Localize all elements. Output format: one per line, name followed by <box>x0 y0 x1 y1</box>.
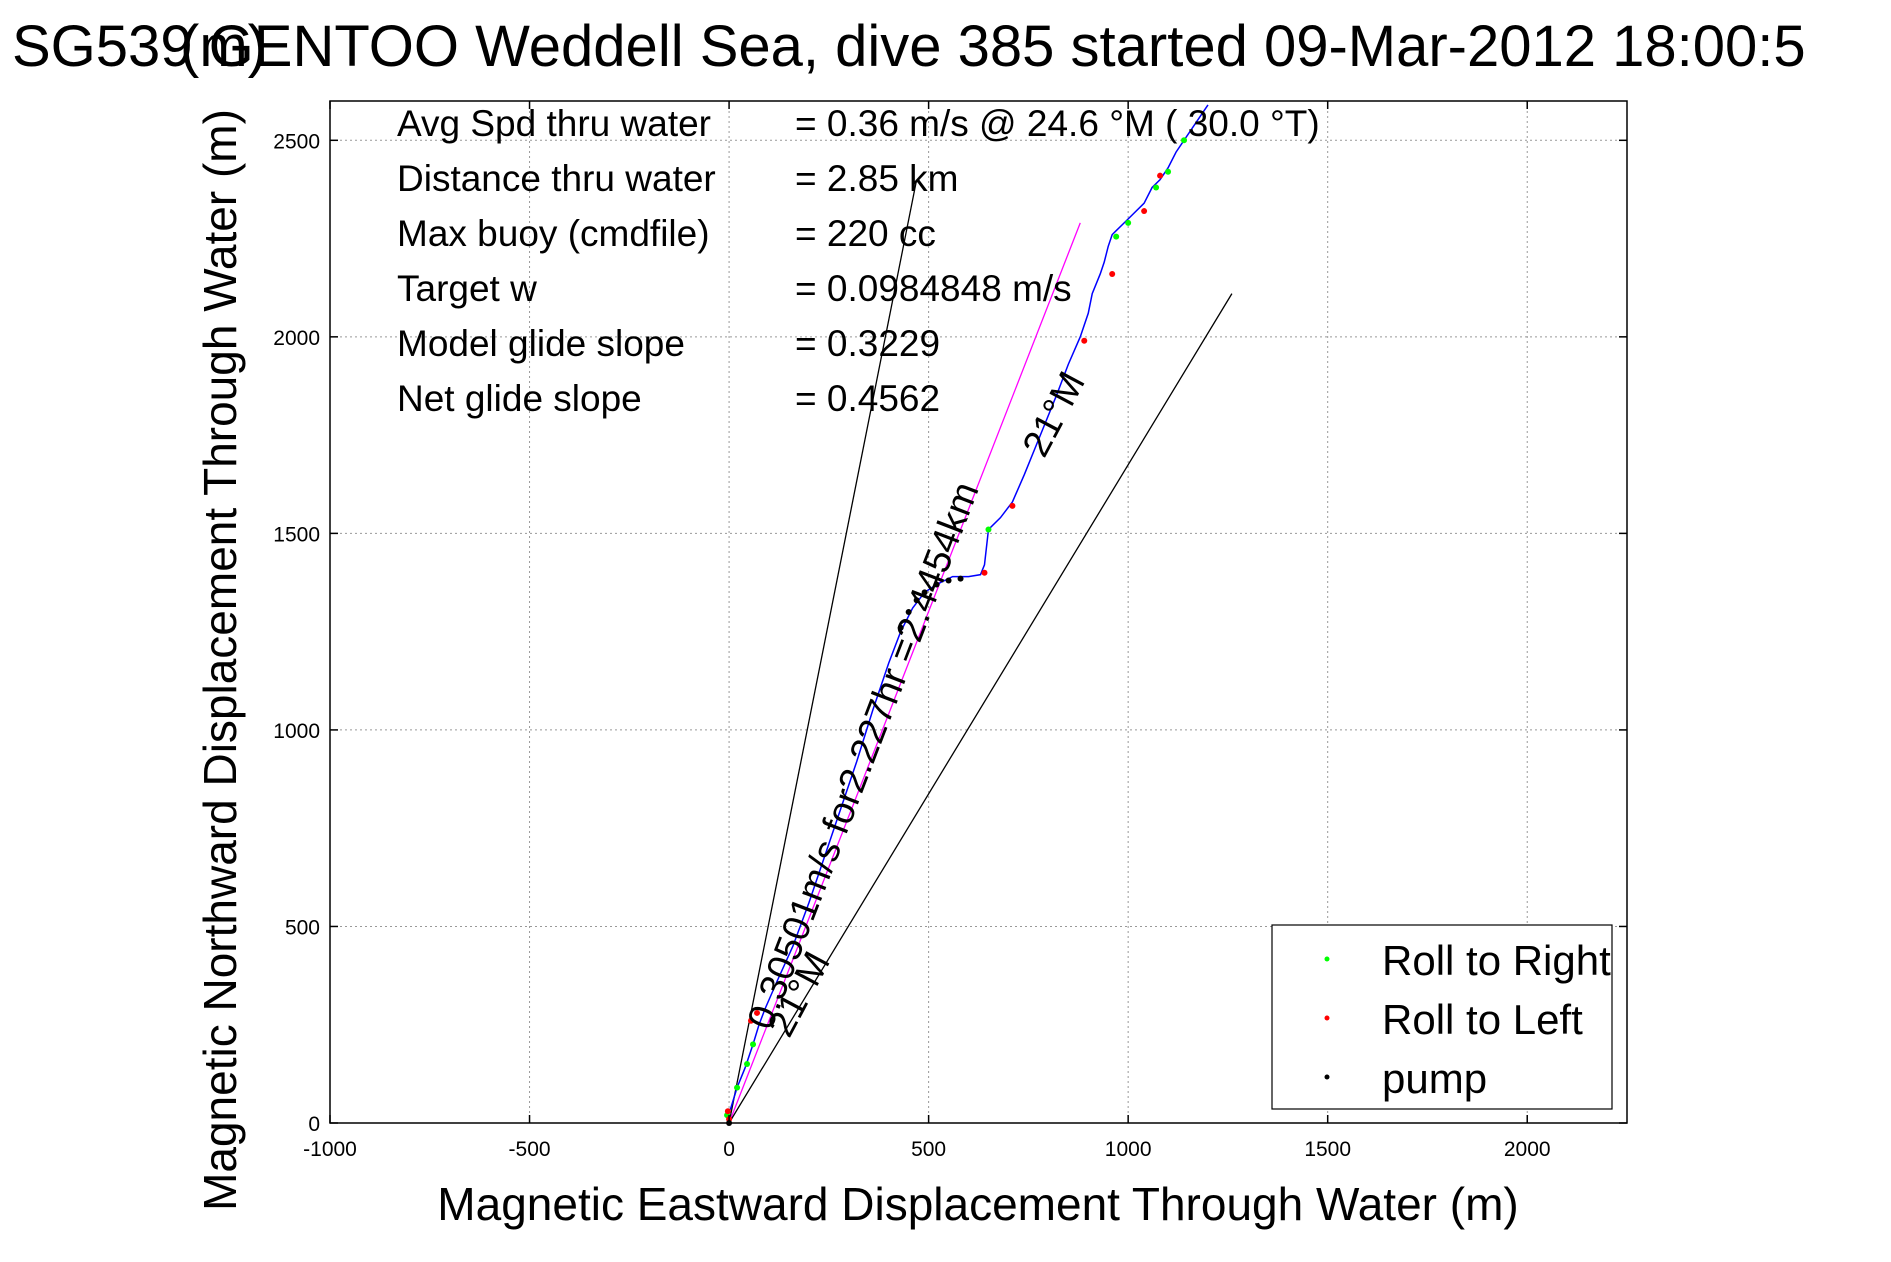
stat-label: Max buoy (cmdfile) <box>397 213 710 254</box>
point-pump <box>921 589 928 596</box>
point-pump <box>913 597 920 604</box>
point-roll-to-left <box>1009 502 1016 509</box>
y-tick-label: 1500 <box>273 523 320 546</box>
x-tick-label: 500 <box>911 1138 946 1161</box>
x-tick-label: -500 <box>509 1138 551 1161</box>
stat-value: = 0.4562 <box>795 378 940 419</box>
point-pump <box>897 624 904 631</box>
point-roll-to-right <box>1153 184 1160 191</box>
stat-label: Distance thru water <box>397 158 716 199</box>
x-tick-label: 2000 <box>1504 1138 1551 1161</box>
reference-line-cone-right <box>728 293 1233 1124</box>
plot-frame <box>329 100 1628 1124</box>
stat-label: Net glide slope <box>397 378 642 419</box>
y-tick-label: 2500 <box>273 130 320 153</box>
point-roll-to-right <box>1125 219 1132 226</box>
point-roll-to-right <box>1181 137 1188 144</box>
track-line <box>726 104 1209 1124</box>
stat-value: = 0.0984848 m/s <box>795 268 1072 309</box>
data-points <box>724 137 1188 1126</box>
point-roll-to-right <box>744 1061 751 1068</box>
stat-label: Target w <box>397 268 537 309</box>
y-axis-label: Magnetic Northward Displacement Through … <box>194 109 246 1211</box>
legend: Roll to Right Roll to Left pump <box>1271 924 1613 1110</box>
reference-lines <box>728 179 1233 1124</box>
y-tick-label: 0 <box>308 1113 320 1136</box>
point-pump <box>945 577 952 584</box>
point-roll-to-right <box>985 526 992 533</box>
point-roll-to-right <box>1165 168 1172 175</box>
x-tick-label: 1500 <box>1304 1138 1351 1161</box>
point-roll-to-left <box>1141 208 1148 215</box>
stat-value: = 0.3229 <box>795 323 940 364</box>
y-tick-label: 2000 <box>273 327 320 350</box>
x-axis-label: Magnetic Eastward Displacement Through W… <box>437 1178 1518 1230</box>
point-pump <box>905 609 912 615</box>
x-tick-label: 0 <box>723 1138 735 1161</box>
point-roll-to-left <box>981 569 988 576</box>
reference-line-course <box>728 222 1081 1124</box>
stat-label: Model glide slope <box>397 323 685 364</box>
x-tick-label: -1000 <box>303 1138 357 1161</box>
x-tick-label: 1000 <box>1105 1138 1152 1161</box>
y-tick-label: 1000 <box>273 720 320 743</box>
axis-ticks: -1000 -500 0 500 1000 1500 2000 0 500 1000 1500 200… <box>273 101 1627 1161</box>
point-roll-to-right <box>1113 233 1120 240</box>
reference-line-cone-left <box>728 179 918 1124</box>
point-roll-to-left <box>1157 172 1164 179</box>
point-roll-to-right <box>734 1084 741 1091</box>
y-tick-label: 500 <box>285 916 320 939</box>
stat-label: Avg Spd thru water <box>397 103 711 144</box>
legend-label: Roll to Right <box>1382 937 1611 984</box>
point-pump <box>933 581 940 588</box>
legend-marker <box>1324 1074 1330 1080</box>
stat-value: = 2.85 km <box>795 158 959 199</box>
legend-label: pump <box>1382 1055 1487 1102</box>
point-pump <box>957 575 964 582</box>
chart-title: SG539 GENTOO Weddell Sea, dive 385 start… <box>12 14 1806 79</box>
title-overlap-units: (m) <box>180 14 267 79</box>
stat-value: = 0.36 m/s @ 24.6 °M ( 30.0 °T) <box>795 103 1320 144</box>
point-roll-to-left <box>724 1108 731 1115</box>
legend-label: Roll to Left <box>1382 996 1583 1043</box>
point-roll-to-right <box>750 1041 757 1048</box>
stat-value: = 220 cc <box>795 213 936 254</box>
point-roll-to-left <box>754 1009 761 1016</box>
point-roll-to-left <box>1081 337 1088 344</box>
point-roll-to-left <box>748 1017 755 1024</box>
point-roll-to-left <box>1109 270 1116 277</box>
legend-marker <box>1324 1015 1330 1021</box>
legend-marker <box>1324 956 1330 962</box>
track-path <box>726 104 1209 1124</box>
stats-panel: Avg Spd thru water = 0.36 m/s @ 24.6 °M (… <box>397 103 1320 419</box>
